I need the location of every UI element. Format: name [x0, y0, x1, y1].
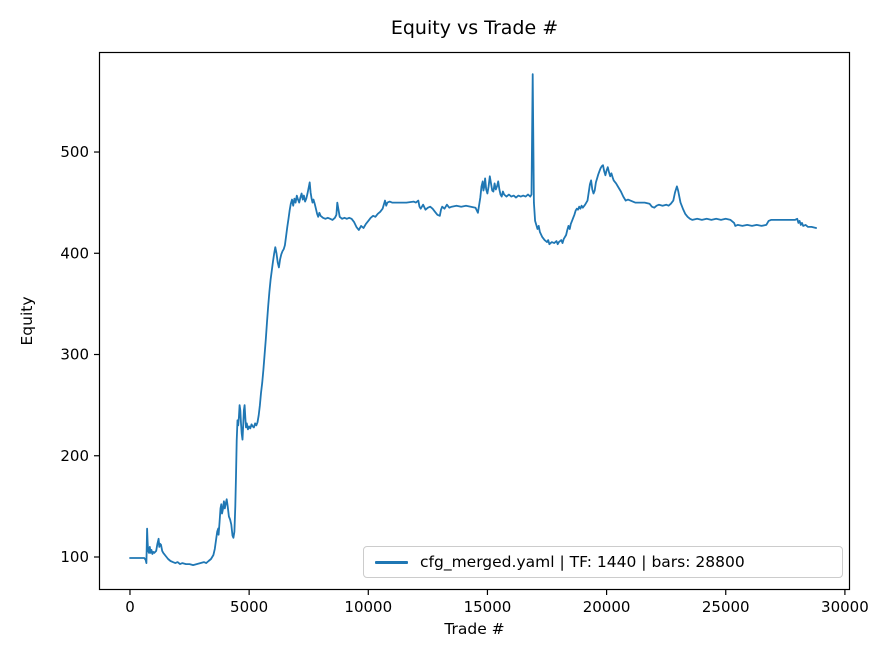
x-tick-label: 10000 — [344, 598, 392, 616]
x-tick-label: 30000 — [821, 598, 869, 616]
x-tick-label: 20000 — [583, 598, 631, 616]
x-tick-label: 5000 — [230, 598, 268, 616]
legend-label: cfg_merged.yaml | TF: 1440 | bars: 28800 — [420, 553, 745, 571]
equity-line — [129, 73, 817, 566]
x-tick-label: 15000 — [464, 598, 512, 616]
y-tick-label: 100 — [60, 548, 89, 566]
y-tick-label: 300 — [60, 346, 89, 364]
y-tick-label: 400 — [60, 244, 89, 262]
legend: cfg_merged.yaml | TF: 1440 | bars: 28800 — [363, 546, 843, 578]
legend-line-icon — [375, 560, 408, 564]
axes-frame — [98, 51, 851, 591]
chart-title: Equity vs Trade # — [390, 17, 559, 39]
x-tick-label: 0 — [125, 598, 135, 616]
y-tick-label: 200 — [60, 447, 89, 465]
y-axis-label: Equity — [18, 296, 36, 346]
x-tick-label: 25000 — [702, 598, 750, 616]
y-tick-label: 500 — [60, 143, 89, 161]
x-axis-label: Trade # — [444, 620, 505, 638]
